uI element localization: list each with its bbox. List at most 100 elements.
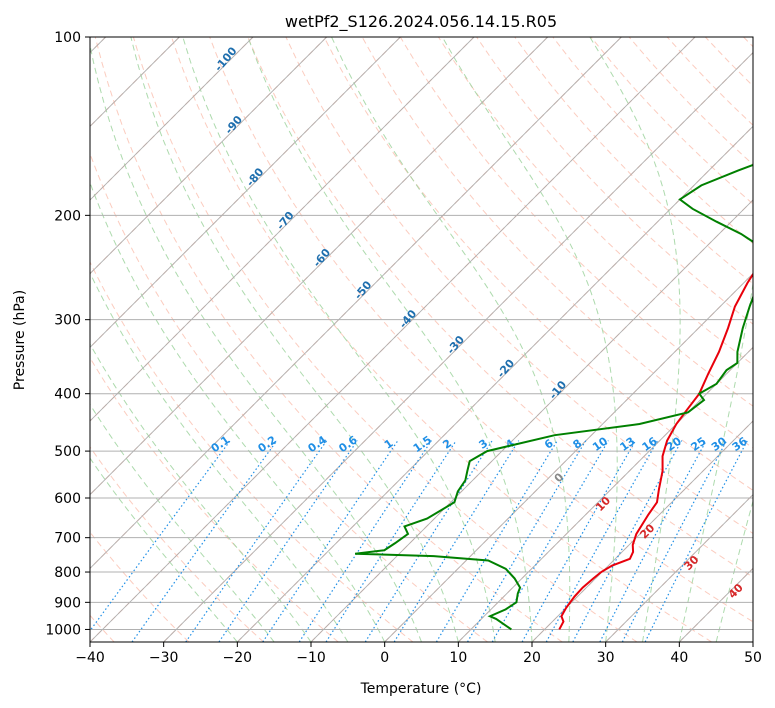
isotherm-line [90,37,696,642]
plot-frame [89,36,754,643]
moist-adiabat-line [589,37,681,642]
moist-adiabat-line [90,343,312,642]
dry-adiabat-curve [209,37,753,623]
dry-adiabat-line [457,346,753,642]
moist-adiabat-line [441,37,618,642]
moist-adiabat-line [90,42,422,642]
mixing-ratio-label: 2 [440,437,454,452]
moist-adiabat-line [90,271,349,642]
y-tick-label: 700 [54,531,81,547]
dry-adiabat-curve [90,356,339,642]
dewpoint-line [354,163,753,631]
dry-adiabat-curve [171,37,713,642]
x-tick-label: 10 [449,650,467,666]
mixing-ratio-line [364,440,493,642]
y-tick-label: 400 [54,387,81,403]
profile-series [354,163,753,631]
moist-adiabat-line [331,37,571,642]
dry-adiabat-curve [552,37,753,245]
moist-adiabat-label: 30 [682,553,702,573]
dry-adiabat-line [90,37,328,275]
background-lines [90,37,753,642]
isotherm-label: -70 [274,209,297,233]
x-tick-label: −40 [75,650,105,666]
mixing-ratio-line [262,440,399,642]
isotherm-line [90,37,254,201]
mixing-ratio-line [545,440,659,642]
isotherm-label: -60 [311,246,334,270]
dry-adiabat-line [90,37,401,349]
mixing-ratio-line [218,440,358,642]
isotherm-line [679,567,753,642]
isotherm-line [531,420,753,642]
y-tick-label: 1000 [45,622,81,638]
isotherm-line [310,199,753,642]
x-tick-label: −20 [223,650,253,666]
isotherm-line [90,37,548,496]
isotherm-line [90,37,475,422]
x-tick-label: 40 [670,650,688,666]
y-tick-label: 300 [54,313,81,329]
mixing-ratio-line [491,440,609,642]
y-tick-label: 200 [54,208,81,224]
mixing-ratio-line [393,440,520,642]
mixing-ratio-line [325,440,457,642]
isotherm-line [752,641,753,642]
x-axis-label: Temperature (°C) [360,681,482,697]
dry-adiabat-line [90,37,549,496]
dry-adiabat-line [90,37,254,201]
isotherm-line [384,273,753,642]
moist-adiabat-line [130,37,459,642]
y-axis-label: Pressure (hPa) [12,290,28,390]
y-tick-label: 100 [54,30,81,46]
isotherm-label: -40 [397,307,420,331]
x-tick-label: −30 [149,650,179,666]
dry-adiabat-line [752,641,753,642]
mixing-ratio-label: 6 [542,437,556,452]
moist-adiabat-label: 40 [726,581,746,601]
dry-adiabat-curve [666,37,753,126]
mixing-ratio-line [435,440,558,642]
mixing-ratio-line [644,440,748,642]
mixing-ratio-line [521,440,637,642]
dry-adiabat-curve [743,37,753,48]
mixing-ratio-line [131,440,278,642]
isotherm-label: -20 [494,357,517,381]
isotherm-line [90,37,622,569]
x-tick-label: 30 [597,650,615,666]
dry-adiabat-curve [94,37,563,642]
isotherm-line [90,37,327,275]
dry-adiabat-line [531,420,753,642]
y-tick-label: 900 [54,595,81,611]
dry-adiabat-curve [90,446,264,642]
y-tick-label: 800 [54,565,81,581]
mixing-ratio-line [90,440,231,632]
dry-adiabat-curve [590,37,753,205]
isotherm-label: -80 [244,165,267,189]
x-tick-label: −10 [296,650,326,666]
mixing-ratio-line [599,440,707,642]
mixing-ratio-line [621,440,728,642]
chart-title: wetPf2_S126.2024.056.14.15.R05 [285,12,557,32]
x-tick-label: 20 [523,650,541,666]
mixing-ratio-line [466,440,587,642]
mixing-ratio-label: 1.5 [411,433,434,455]
isotherm-line [90,37,401,348]
isotherm-line [163,52,753,642]
moist-adiabat-line [247,37,533,642]
mixing-ratio-label: 0.6 [336,433,360,455]
temperature-line [558,272,753,630]
isotherm-label: -50 [352,278,375,302]
mixing-ratio-label: 0.1 [209,433,232,455]
dry-adiabat-curve [90,152,488,642]
mixing-ratio-line [298,440,432,642]
moist-adiabat-line [90,457,238,642]
mixing-ratio-label: 3 [477,437,491,452]
moist-adiabat-label: 20 [637,521,657,541]
dry-adiabat-curve [247,37,753,578]
moist-adiabat-line [90,181,386,642]
isotherm-label: -10 [547,378,570,402]
x-axis: −40 −30 −20 −10 0 10 20 30 40 50 [75,642,762,666]
isotherm-label: -100 [212,44,240,74]
